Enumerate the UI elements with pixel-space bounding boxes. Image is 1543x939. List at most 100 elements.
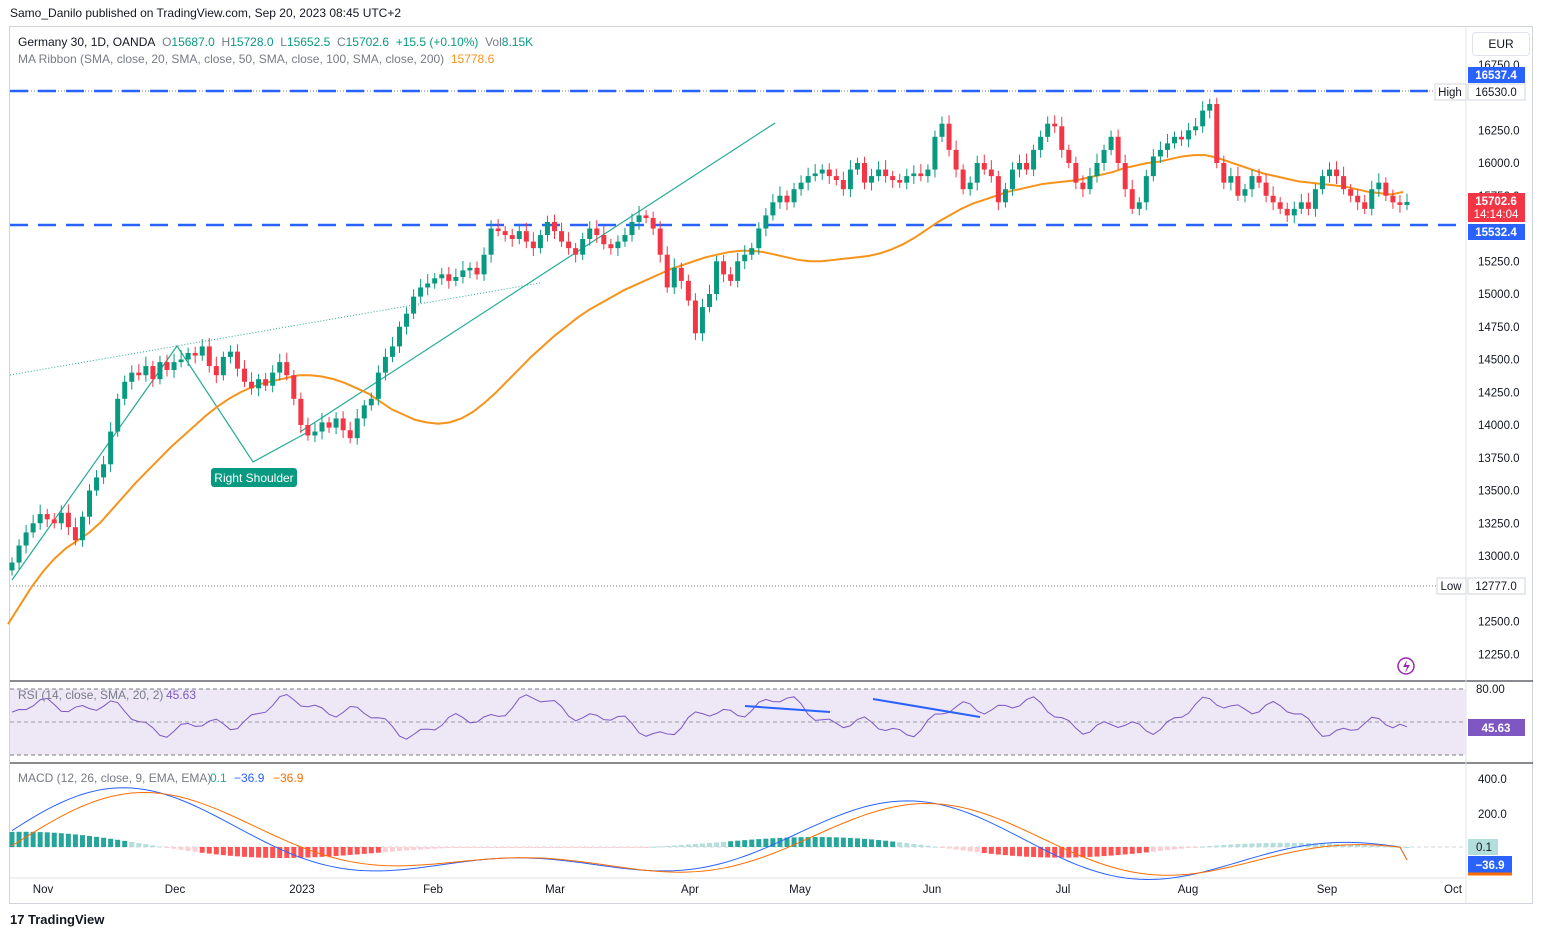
price-tick-15: 12250.0 <box>1478 649 1520 661</box>
macd-hist-bar <box>833 837 839 847</box>
macd-hist-bar <box>354 847 360 855</box>
candle-body <box>1214 104 1220 163</box>
price-axis[interactable]: 16750.016250.016000.015750.015250.015000… <box>1478 60 1520 662</box>
macd-hist-bar <box>467 847 473 848</box>
price-tick-7: 14500.0 <box>1478 355 1520 367</box>
candle-body <box>1355 195 1361 203</box>
candle-body <box>298 398 304 425</box>
macd-hist-bar <box>418 847 424 850</box>
high-label: H <box>221 35 231 49</box>
macd-hist-bar <box>854 838 860 847</box>
candle-body <box>502 231 508 236</box>
macd-hist-bar <box>326 847 332 857</box>
macd-hist-bar <box>601 847 607 849</box>
ma-ribbon-label: MA Ribbon (SMA, close, 20, SMA, close, 5… <box>18 52 445 66</box>
candle-body <box>932 136 938 170</box>
candle-body <box>721 261 727 275</box>
macd-hist-bar <box>136 843 142 847</box>
candle-body <box>347 430 353 439</box>
ma-20-line[interactable] <box>7 154 1404 625</box>
macd-hist-bar <box>129 841 135 847</box>
right-shoulder-label[interactable]: Right Shoulder <box>214 471 293 485</box>
time-tick-9: Aug <box>1178 884 1198 896</box>
candle-body <box>784 195 790 203</box>
macd-hist-bar <box>389 847 395 852</box>
candle-body <box>1136 202 1142 209</box>
macd-hist-bar <box>340 847 346 856</box>
high-value: 15728.0 <box>230 35 274 49</box>
candle-body <box>883 169 889 177</box>
candle-body <box>1263 182 1269 196</box>
macd-hist-bar <box>1073 847 1079 858</box>
macd-hist-bar <box>566 847 572 848</box>
macd-hist-bar <box>847 837 853 847</box>
candle-body <box>87 490 92 517</box>
candle-body <box>213 366 219 376</box>
macd-hist-bar <box>516 847 522 848</box>
candle-body <box>1052 123 1058 127</box>
rising-trendline[interactable] <box>299 122 776 433</box>
right-shoulder-label-box[interactable] <box>211 468 297 487</box>
macd-hist-bar <box>678 845 684 847</box>
macd-hist-bar <box>1263 842 1269 847</box>
candle-body <box>453 276 459 281</box>
time-tick-4: Mar <box>545 884 565 896</box>
candle-body <box>354 418 360 439</box>
price-tick-11: 13500.0 <box>1478 486 1520 498</box>
candle-body <box>1172 136 1177 144</box>
macd-hist-bar <box>1101 847 1107 857</box>
macd-hist-bar <box>37 832 43 847</box>
rsi-value-badge-text: 45.63 <box>1482 723 1511 735</box>
candle-body <box>101 464 107 478</box>
candle-body <box>1045 123 1051 137</box>
macd-hist-bar <box>432 847 438 849</box>
rsi-divergence-line-2[interactable] <box>872 698 981 718</box>
lightning-glyph <box>1403 660 1410 673</box>
rsi-line <box>11 693 1408 740</box>
close-label: C <box>336 35 346 49</box>
macd-hist-bar <box>199 847 205 853</box>
lightning-icon[interactable] <box>1397 657 1415 675</box>
high-value-text: 16530.0 <box>1475 87 1517 99</box>
macd-hist-bar <box>72 834 78 847</box>
candle-body <box>749 248 755 255</box>
ma-ribbon <box>7 154 1404 625</box>
rsi-value-badge <box>1468 719 1525 736</box>
candle-body <box>608 244 614 249</box>
ma-legend[interactable]: MA Ribbon (SMA, close, 20, SMA, close, 5… <box>18 52 494 66</box>
candle-body <box>833 176 839 181</box>
time-tick-3: Feb <box>423 884 443 896</box>
dotted-trendline[interactable] <box>9 282 541 376</box>
macd-legend-label[interactable]: MACD (12, 26, close, 9, EMA, EMA) <box>18 771 211 785</box>
tradingview-logo[interactable]: 17 TradingView <box>10 912 104 927</box>
candle-body <box>411 296 417 314</box>
candle-body <box>1348 189 1354 196</box>
rsi-divergence-line-1[interactable] <box>744 705 831 713</box>
candle-body <box>1073 163 1079 183</box>
macd-hist-badge-text: 0.1 <box>1476 842 1492 854</box>
candle-body <box>1298 202 1304 209</box>
head-shoulders-pattern[interactable] <box>11 344 309 581</box>
candle-body <box>432 278 438 284</box>
macd-hist-bar <box>425 847 431 850</box>
candle-body <box>1101 149 1107 163</box>
macd-hist-bar <box>143 844 149 847</box>
candle-body <box>587 228 593 239</box>
candle-body <box>37 514 43 524</box>
candle-body <box>185 352 191 360</box>
low-tag-label: Low <box>1440 581 1462 593</box>
candle-body <box>1038 136 1044 150</box>
macd-hist-bar <box>664 845 670 847</box>
candle-body <box>1186 130 1192 140</box>
macd-hist-bar <box>375 847 381 853</box>
rsi-legend-label[interactable]: RSI (14, close, SMA, 20, 2) <box>18 688 163 702</box>
candle-body <box>960 169 966 190</box>
candle-body <box>192 352 198 356</box>
symbol-label[interactable]: Germany 30, 1D, OANDA <box>18 35 156 49</box>
rsi-axis-80: 80.00 <box>1476 684 1505 696</box>
currency-button[interactable]: EUR <box>1472 32 1530 56</box>
macd-hist-bar <box>939 847 945 848</box>
macd-hist-bar <box>291 847 297 858</box>
time-axis[interactable]: Nov Dec 2023 Feb Mar Apr May Jun Jul Aug Sep Oct <box>33 884 1463 896</box>
